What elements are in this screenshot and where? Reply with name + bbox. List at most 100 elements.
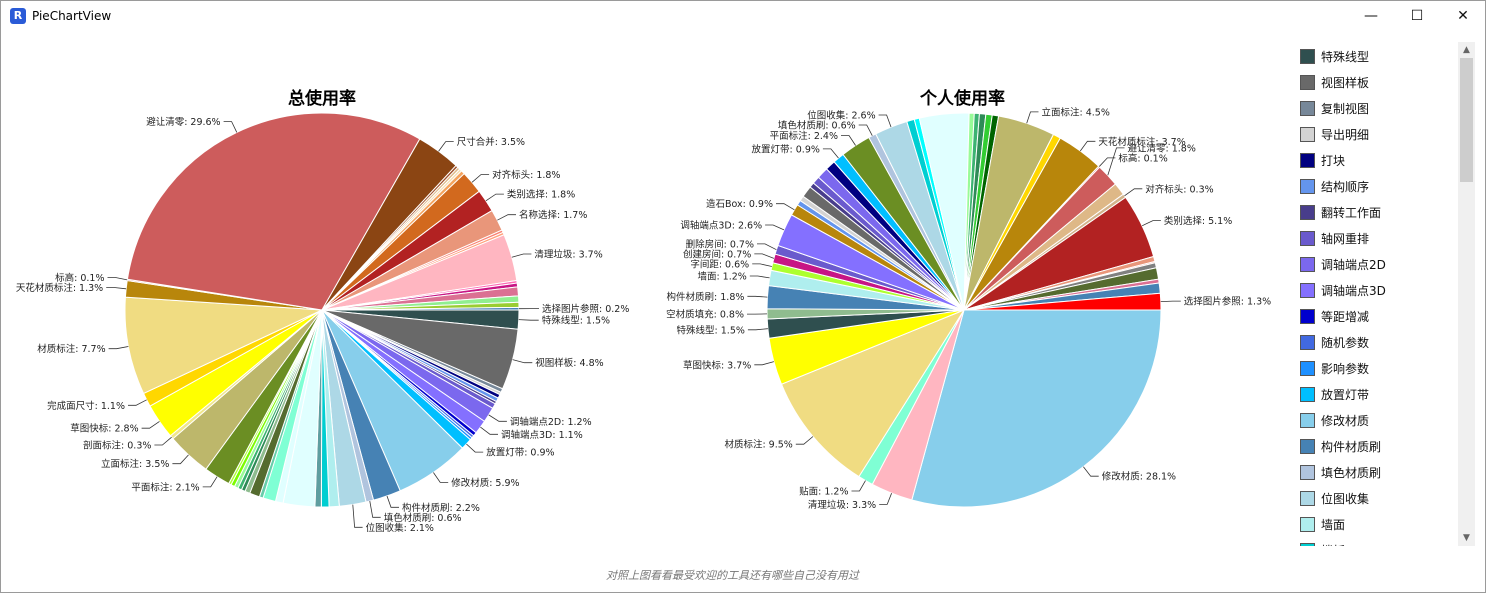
slice-label: 贴面: 1.2% (799, 486, 848, 498)
slice-leader-line (466, 443, 484, 453)
legend-item[interactable]: 视图样板 (1300, 72, 1369, 92)
legend-label: 打块 (1321, 153, 1346, 168)
slice-label: 调轴端点2D: 1.2% (510, 416, 592, 428)
legend-item[interactable]: 位图收集 (1300, 488, 1369, 508)
legend-item[interactable]: 翻转工作面 (1300, 202, 1381, 222)
legend-item[interactable]: 墙面 (1300, 514, 1345, 534)
legend-label: 位图收集 (1321, 491, 1370, 506)
slice-label: 草图快标: 2.8% (70, 423, 138, 435)
title-bar: R PieChartView — ☐ ✕ (1, 1, 1485, 31)
slice-leader-line (757, 243, 777, 251)
slice-label: 平面标注: 2.4% (770, 130, 838, 142)
slice-label: 完成面尺寸: 1.1% (47, 400, 125, 412)
slice-label: 构件材质刷: 2.2% (402, 502, 480, 514)
slice-label: 调轴端点3D: 2.6% (680, 220, 762, 232)
slice-leader-line (822, 148, 839, 159)
legend-label: 墙面 (1321, 517, 1346, 532)
legend-label: 构件材质刷 (1321, 439, 1382, 454)
pie-slice[interactable] (126, 112, 421, 311)
legend-item[interactable]: 导出明细 (1300, 124, 1369, 144)
slice-leader-line (352, 504, 363, 528)
scroll-up-arrow-icon[interactable]: ▲ (1463, 45, 1470, 55)
legend-item[interactable]: 放置灯带 (1300, 384, 1369, 404)
window-title: PieChartView (32, 9, 112, 23)
slice-leader-line (1098, 157, 1116, 167)
legend-label: 轴网重排 (1321, 231, 1370, 246)
slice-leader-line (438, 141, 454, 152)
legend-item[interactable]: 打块 (1300, 150, 1345, 170)
pie-charts: 特殊线型: 1.5%视图样板: 4.8%调轴端点2D: 1.2%调轴端点3D: … (16, 106, 1271, 534)
scroll-down-arrow-icon[interactable]: ▼ (1463, 533, 1470, 543)
slice-label: 填色材质刷: 0.6% (384, 512, 462, 524)
legend-swatch (1300, 178, 1315, 194)
slice-label: 避让清零: 29.6% (146, 116, 220, 128)
slice-label: 造石Box: 0.9% (706, 198, 773, 210)
legend-label: 特殊线型 (1321, 49, 1370, 64)
legend-item[interactable]: 结构顺序 (1300, 176, 1369, 196)
slice-label: 对齐标头: 1.8% (492, 169, 560, 181)
close-button[interactable]: ✕ (1457, 8, 1469, 24)
slice-leader-line (1083, 466, 1099, 477)
legend-label: 填色材质刷 (1321, 465, 1382, 480)
legend-item[interactable]: 修改材质 (1300, 410, 1369, 430)
slice-label: 填色材质刷: 0.6% (778, 120, 856, 132)
slice-leader-line (141, 421, 160, 429)
legend-label: 调轴端点2D (1321, 257, 1386, 272)
slice-label: 特殊线型: 1.5% (542, 315, 610, 327)
legend-item[interactable]: 随机参数 (1300, 332, 1369, 352)
legend-swatch (1300, 74, 1315, 90)
scroll-thumb[interactable] (1460, 58, 1473, 182)
legend-item[interactable]: 调轴端点2D (1300, 254, 1386, 274)
slice-label: 选择图片参照: 1.3% (1184, 296, 1271, 308)
slice-label: 避让清零: 1.8% (1128, 142, 1196, 154)
legend-swatch (1300, 386, 1315, 402)
legend-item[interactable]: 特殊线型 (1300, 46, 1369, 66)
chart-title-personal: 个人使用率 (920, 89, 1005, 109)
slice-leader-line (841, 135, 856, 146)
slice-label: 修改材质: 28.1% (1102, 471, 1176, 483)
legend-item[interactable]: 等距增减 (1300, 306, 1369, 326)
legend-swatch (1300, 204, 1315, 220)
slice-label: 特殊线型: 1.5% (677, 324, 745, 336)
legend-item[interactable]: 复制视图 (1300, 98, 1369, 118)
legend-label: 复制视图 (1321, 101, 1370, 116)
legend-swatch (1300, 152, 1315, 168)
maximize-button[interactable]: ☐ (1410, 8, 1424, 24)
slice-label: 类别选择: 1.8% (507, 189, 575, 201)
slice-leader-line (488, 414, 507, 422)
legend-scrollbar[interactable]: ▲ ▼ (1458, 42, 1475, 546)
legend-item[interactable]: 影响参数 (1300, 358, 1369, 378)
legend-item[interactable]: 构件材质刷 (1300, 436, 1381, 456)
legend-swatch (1300, 308, 1315, 324)
slice-label: 创建房间: 0.7% (683, 248, 751, 260)
slice-leader-line (108, 346, 129, 350)
pie-slice[interactable] (780, 308, 966, 478)
slice-leader-line (223, 121, 238, 133)
slice-leader-line (471, 174, 490, 183)
slice-leader-line (1107, 147, 1125, 176)
slice-leader-line (1124, 188, 1143, 197)
pie-slice[interactable] (124, 296, 323, 395)
slice-leader-line (511, 253, 532, 258)
legend-item[interactable]: 楼板 (1300, 540, 1345, 546)
slice-label: 天花材质标注: 1.3% (16, 282, 103, 294)
slice-leader-line (1160, 300, 1181, 302)
legend-swatch (1300, 438, 1315, 454)
slice-leader-line (512, 359, 533, 364)
legend-item[interactable]: 填色材质刷 (1300, 462, 1381, 482)
slice-leader-line (851, 480, 866, 492)
pie-slice[interactable] (321, 306, 520, 311)
slice-label: 位图收集: 2.1% (366, 522, 434, 534)
pie-chart-personal: 修改材质: 28.1% 清理垃圾: 3.3%贴面: 1.2% 材质标注: 9.5% 草… (666, 106, 1271, 510)
pie-slice[interactable] (911, 309, 1162, 508)
slice-label: 字间距: 0.6% (690, 258, 749, 270)
slice-leader-line (480, 426, 498, 435)
minimize-button[interactable]: — (1364, 8, 1378, 24)
slice-leader-line (497, 214, 516, 221)
slice-label: 草图快标: 3.7% (683, 359, 751, 371)
legend-swatch (1300, 464, 1315, 480)
legend-item[interactable]: 轴网重排 (1300, 228, 1369, 248)
slice-leader-line (386, 495, 399, 508)
legend-swatch (1300, 542, 1315, 546)
legend-item[interactable]: 调轴端点3D (1300, 280, 1386, 300)
